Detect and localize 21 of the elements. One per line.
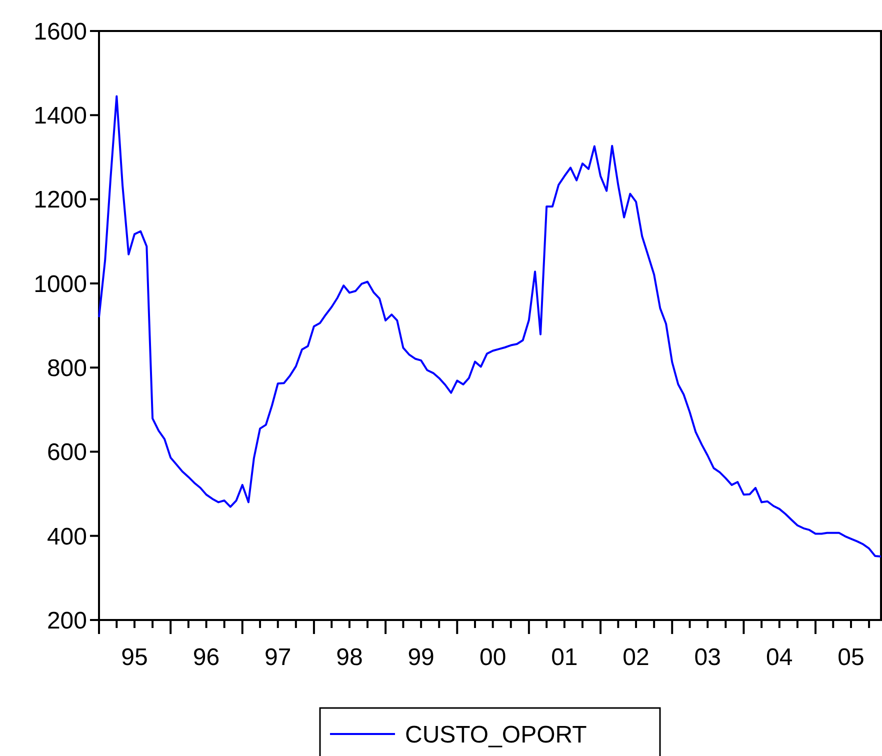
x-tick-label: 05	[838, 644, 864, 671]
y-tick-label: 400	[46, 523, 87, 550]
x-tick-label: 95	[121, 644, 148, 671]
legend-label: CUSTO_OPORT	[405, 721, 588, 748]
x-tick-label: 00	[479, 644, 506, 671]
x-tick-label: 04	[766, 644, 793, 671]
y-tick-label: 1000	[34, 270, 87, 298]
x-tick-label: 98	[336, 644, 363, 671]
x-tick-label: 97	[264, 644, 292, 671]
y-tick-label: 200	[46, 607, 87, 634]
x-tick-label: 01	[551, 644, 578, 671]
x-tick-label: 96	[192, 644, 220, 671]
y-tick-label: 1200	[34, 186, 87, 214]
y-tick-label: 800	[46, 354, 87, 382]
y-tick-label: 600	[46, 439, 87, 466]
x-tick-label: 02	[622, 644, 650, 671]
x-tick-label: 99	[408, 644, 434, 671]
y-tick-label: 1600	[34, 18, 87, 46]
y-tick-label: 1400	[34, 102, 87, 130]
line-series	[98, 95, 882, 558]
x-tick-label: 03	[694, 644, 721, 671]
